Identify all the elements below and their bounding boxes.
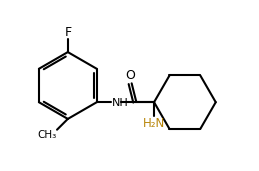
Text: H₂N: H₂N — [143, 117, 165, 130]
Text: F: F — [64, 26, 71, 39]
Text: O: O — [125, 69, 135, 82]
Text: NH: NH — [112, 98, 129, 108]
Text: CH₃: CH₃ — [37, 130, 56, 140]
